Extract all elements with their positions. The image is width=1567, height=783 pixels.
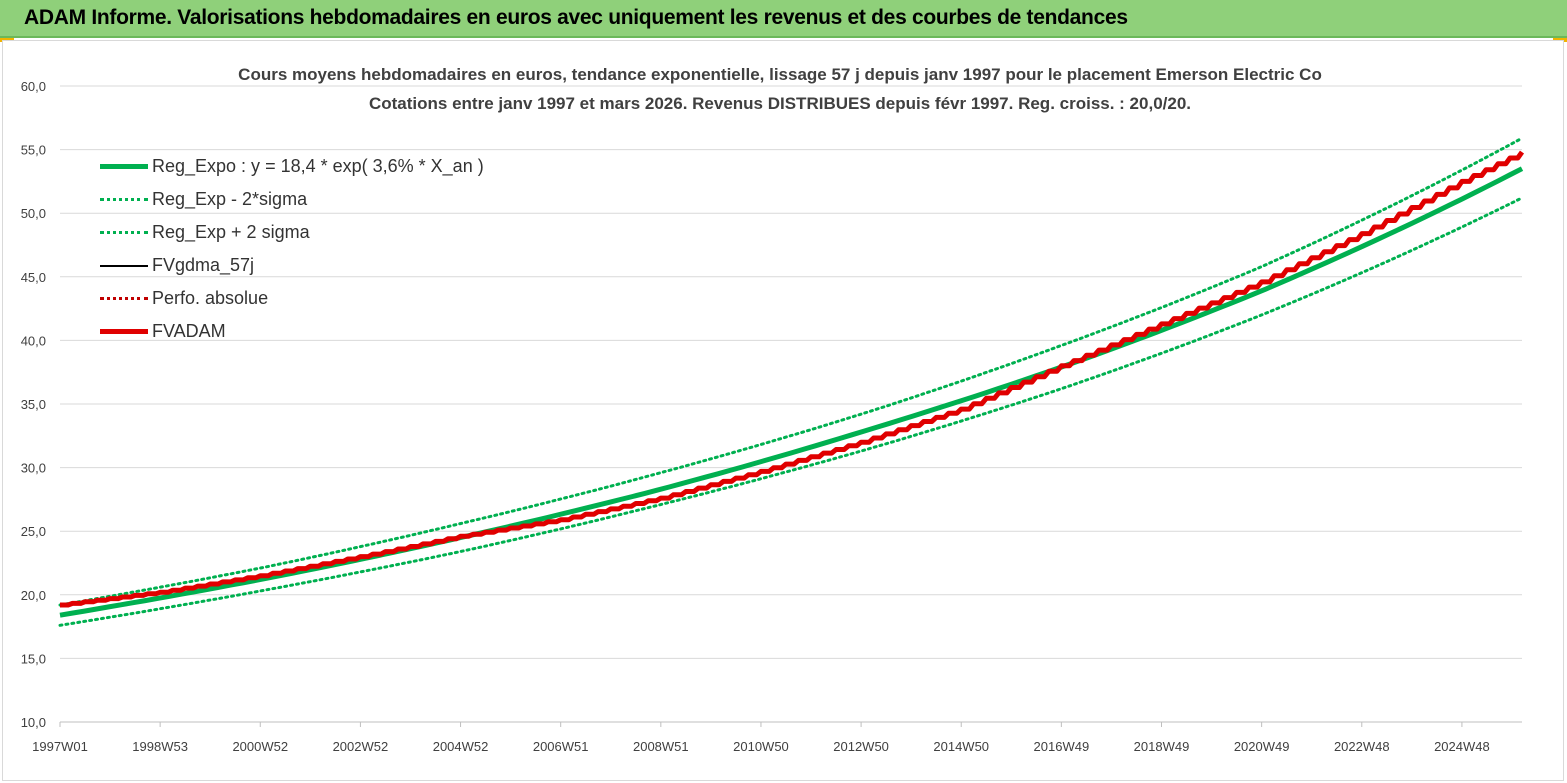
y-tick-label: 60,0 xyxy=(21,79,46,94)
legend-label: Perfo. absolue xyxy=(152,288,269,308)
series-line-5 xyxy=(60,150,1525,608)
y-tick-label: 15,0 xyxy=(21,651,46,666)
chart-title-line2: Cotations entre janv 1997 et mars 2026. … xyxy=(369,94,1191,113)
x-tick-label: 2022W48 xyxy=(1334,739,1390,754)
x-tick-label: 1998W53 xyxy=(132,739,188,754)
legend-item: FVgdma_57j xyxy=(100,249,484,282)
y-tick-label: 45,0 xyxy=(21,270,46,285)
x-tick-label: 2024W48 xyxy=(1434,739,1490,754)
series-line-1 xyxy=(58,196,1524,627)
chart-title-line1: Cours moyens hebdomadaires en euros, ten… xyxy=(238,65,1322,84)
legend-swatch xyxy=(100,297,148,300)
x-tick-label: 2008W51 xyxy=(633,739,689,754)
legend-label: Reg_Exp + 2 sigma xyxy=(152,222,310,242)
legend-label: Reg_Expo : y = 18,4 * exp( 3,6% * X_an ) xyxy=(152,156,484,176)
chart-legend: Reg_Expo : y = 18,4 * exp( 3,6% * X_an )… xyxy=(100,150,484,348)
x-tick-label: 2010W50 xyxy=(733,739,789,754)
y-tick-label: 50,0 xyxy=(21,206,46,221)
legend-item: FVADAM xyxy=(100,315,484,348)
x-tick-label: 2020W49 xyxy=(1234,739,1290,754)
x-tick-label: 1997W01 xyxy=(32,739,88,754)
x-tick-label: 2016W49 xyxy=(1034,739,1090,754)
x-tick-label: 2000W52 xyxy=(232,739,288,754)
legend-swatch xyxy=(100,231,148,234)
x-tick-label: 2004W52 xyxy=(433,739,489,754)
x-tick-label: 2006W51 xyxy=(533,739,589,754)
x-tick-label: 2012W50 xyxy=(833,739,889,754)
legend-label: FVgdma_57j xyxy=(152,255,255,275)
legend-item: Reg_Exp + 2 sigma xyxy=(100,216,484,249)
legend-item: Reg_Exp - 2*sigma xyxy=(100,183,484,216)
chart-frame xyxy=(2,40,1564,781)
y-tick-label: 10,0 xyxy=(21,715,46,730)
x-tick-label: 2002W52 xyxy=(333,739,389,754)
y-tick-label: 55,0 xyxy=(21,143,46,158)
page-title: ADAM Informe. Valorisations hebdomadaire… xyxy=(24,6,1128,29)
header-banner: ADAM Informe. Valorisations hebdomadaire… xyxy=(0,0,1567,38)
y-tick-label: 20,0 xyxy=(21,588,46,603)
legend-swatch xyxy=(100,198,148,201)
y-tick-label: 25,0 xyxy=(21,524,46,539)
legend-swatch xyxy=(100,264,148,267)
x-tick-label: 2018W49 xyxy=(1134,739,1190,754)
legend-item: Perfo. absolue xyxy=(100,282,484,315)
y-tick-label: 30,0 xyxy=(21,461,46,476)
y-tick-label: 40,0 xyxy=(21,333,46,348)
legend-label: FVADAM xyxy=(152,321,226,341)
legend-swatch xyxy=(100,329,148,334)
legend-label: Reg_Exp - 2*sigma xyxy=(152,189,308,209)
series-line-2 xyxy=(58,136,1524,607)
legend-swatch xyxy=(100,164,148,169)
legend-item: Reg_Expo : y = 18,4 * exp( 3,6% * X_an ) xyxy=(100,150,484,183)
y-tick-label: 35,0 xyxy=(21,397,46,412)
x-tick-label: 2014W50 xyxy=(933,739,989,754)
